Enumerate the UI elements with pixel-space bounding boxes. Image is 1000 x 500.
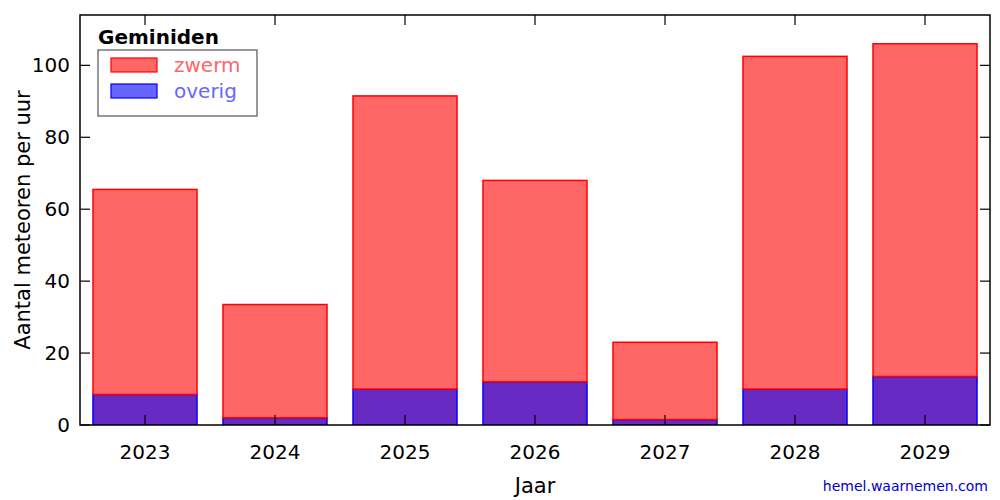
y-tick: [80, 281, 90, 282]
x-tick: [794, 415, 795, 425]
y-tick: [980, 352, 990, 353]
x-axis-label: Jaar: [513, 474, 556, 498]
legend-box: [98, 50, 257, 116]
bars: [93, 44, 977, 425]
plot-frame: [80, 15, 990, 425]
bar: [353, 389, 457, 425]
bar: [613, 342, 717, 419]
y-tick: [80, 137, 90, 138]
x-tick-label: 2028: [770, 440, 821, 464]
bar: [873, 376, 977, 425]
y-tick: [980, 424, 990, 425]
y-tick: [80, 209, 90, 210]
y-tick: [980, 137, 990, 138]
bar: [223, 305, 327, 418]
bar: [353, 96, 457, 389]
bar: [743, 56, 847, 389]
x-tick-label: 2027: [640, 440, 691, 464]
x-tick: [534, 15, 535, 25]
bar: [93, 189, 197, 394]
y-tick: [980, 209, 990, 210]
x-tick: [144, 15, 145, 25]
bar: [93, 394, 197, 425]
legend-title: Geminiden: [98, 25, 219, 49]
x-tick-label: 2029: [900, 440, 951, 464]
y-axis-label: Aantal meteoren per uur: [11, 90, 35, 350]
x-tick-label: 2024: [250, 440, 301, 464]
x-tick-label: 2023: [120, 440, 171, 464]
bar: [743, 389, 847, 425]
y-tick-label: 100: [32, 53, 70, 77]
x-tick: [274, 15, 275, 25]
y-tick-label: 80: [45, 125, 70, 149]
y-tick: [80, 65, 90, 66]
x-tick: [404, 15, 405, 25]
x-tick: [144, 415, 145, 425]
y-tick: [980, 281, 990, 282]
x-tick: [924, 15, 925, 25]
x-tick-label: 2025: [380, 440, 431, 464]
x-tick: [664, 415, 665, 425]
y-tick-label: 0: [57, 413, 70, 437]
y-tick: [80, 352, 90, 353]
x-tick: [924, 415, 925, 425]
chart: 0 20 40 60 80 100 2023 2024 2025 2026 2027 2028 2029…: [0, 0, 1000, 500]
x-tick: [664, 15, 665, 25]
y-tick-label: 20: [45, 341, 70, 365]
x-tick: [794, 15, 795, 25]
y-tick: [80, 424, 90, 425]
x-tick: [534, 415, 535, 425]
x-tick-label: 2026: [510, 440, 561, 464]
source: hemel.waarnemen.com: [823, 478, 988, 494]
bar: [483, 180, 587, 381]
legend-label: zwerm: [174, 53, 241, 77]
y-tick-label: 40: [45, 269, 70, 293]
legend-swatch: [111, 84, 157, 98]
legend-swatch: [111, 58, 157, 72]
legend-label: overig: [174, 79, 237, 103]
x-tick: [274, 415, 275, 425]
y-tick: [980, 65, 990, 66]
y-tick-label: 60: [45, 197, 70, 221]
x-tick: [404, 415, 405, 425]
bar: [873, 44, 977, 377]
bar: [483, 382, 587, 425]
